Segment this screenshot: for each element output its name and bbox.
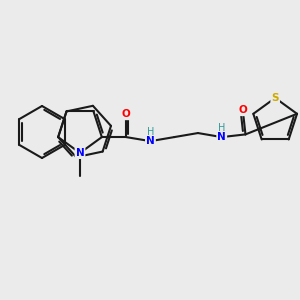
Text: N: N [76, 148, 84, 158]
Text: H: H [147, 127, 154, 137]
Text: N: N [146, 136, 155, 146]
Text: N: N [217, 132, 226, 142]
Text: O: O [122, 109, 130, 119]
Text: O: O [238, 105, 247, 115]
Text: S: S [272, 93, 279, 103]
Text: H: H [218, 123, 225, 133]
